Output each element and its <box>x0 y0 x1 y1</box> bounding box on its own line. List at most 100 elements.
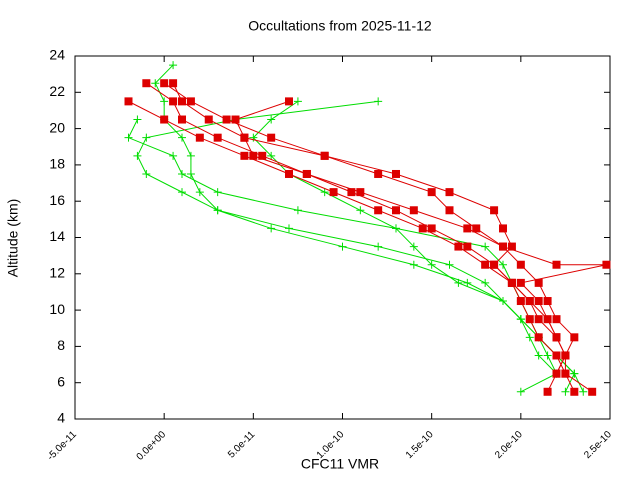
marker <box>293 206 302 215</box>
marker <box>178 97 186 106</box>
marker <box>347 188 356 197</box>
marker <box>552 351 561 360</box>
marker <box>499 224 507 233</box>
profile-line <box>172 83 593 393</box>
marker <box>293 97 302 106</box>
marker <box>133 115 142 124</box>
marker <box>124 133 133 142</box>
y-tick-label: 14 <box>49 228 65 244</box>
marker <box>151 79 160 88</box>
marker <box>178 133 186 142</box>
marker <box>561 369 570 378</box>
marker <box>543 387 552 396</box>
marker <box>249 151 258 160</box>
marker <box>463 278 472 287</box>
marker <box>427 188 436 197</box>
marker <box>267 133 276 142</box>
marker <box>534 351 543 360</box>
marker <box>499 260 507 269</box>
marker <box>602 260 611 269</box>
marker <box>302 169 311 178</box>
x-axis-label: CFC11 VMR <box>301 456 379 472</box>
marker <box>169 79 178 88</box>
marker <box>374 242 383 251</box>
marker <box>409 206 418 215</box>
marker <box>534 315 543 324</box>
marker <box>186 97 195 106</box>
marker <box>285 224 293 233</box>
marker <box>552 260 561 269</box>
marker <box>222 115 231 124</box>
marker <box>481 242 490 251</box>
marker <box>392 224 400 233</box>
marker <box>169 151 178 160</box>
marker <box>570 387 579 396</box>
marker <box>490 206 499 215</box>
marker <box>249 133 258 142</box>
marker <box>516 278 525 287</box>
marker <box>463 224 472 233</box>
marker <box>142 79 151 88</box>
marker <box>142 169 151 178</box>
marker <box>534 297 543 306</box>
marker <box>133 151 142 160</box>
y-tick-label: 18 <box>49 156 65 172</box>
marker <box>534 333 543 342</box>
marker <box>409 242 418 251</box>
marker <box>507 278 516 287</box>
marker <box>552 315 561 324</box>
marker <box>516 260 525 269</box>
marker <box>516 315 525 324</box>
marker <box>204 115 213 124</box>
marker <box>160 97 169 106</box>
y-tick-label: 6 <box>57 373 65 389</box>
marker <box>561 351 570 360</box>
marker <box>285 169 293 178</box>
marker <box>392 206 400 215</box>
marker <box>169 97 178 106</box>
marker <box>445 260 454 269</box>
marker <box>178 115 186 124</box>
marker <box>552 333 561 342</box>
marker <box>374 97 383 106</box>
marker <box>516 297 525 306</box>
marker <box>267 115 276 124</box>
marker <box>160 79 169 88</box>
marker <box>186 169 195 178</box>
x-tick-label: -5.0e-11 <box>45 429 79 463</box>
marker <box>427 260 436 269</box>
marker <box>418 224 427 233</box>
marker <box>178 188 186 197</box>
y-tick-label: 12 <box>49 265 65 281</box>
marker <box>169 61 178 70</box>
y-tick-label: 16 <box>49 192 65 208</box>
y-axis-label: Altitude (km) <box>5 199 21 278</box>
y-tick-label: 4 <box>57 410 65 426</box>
marker <box>481 278 490 287</box>
marker <box>213 188 222 197</box>
marker <box>320 188 329 197</box>
marker <box>454 278 463 287</box>
chart-title: Occultations from 2025-11-12 <box>248 18 432 34</box>
x-tick-label: 0.0e+00 <box>135 429 169 463</box>
marker <box>570 333 579 342</box>
marker <box>240 151 249 160</box>
marker <box>124 97 133 106</box>
marker <box>329 188 338 197</box>
marker <box>392 169 400 178</box>
marker <box>543 297 552 306</box>
marker <box>258 151 267 160</box>
marker <box>267 151 276 160</box>
marker <box>267 224 276 233</box>
marker <box>507 242 516 251</box>
marker <box>213 133 222 142</box>
marker <box>231 115 240 124</box>
marker <box>240 133 249 142</box>
marker <box>499 297 507 306</box>
y-tick-label: 8 <box>57 337 65 353</box>
x-tick-label: 2.0e-10 <box>493 429 525 461</box>
marker <box>570 369 579 378</box>
marker <box>525 297 534 306</box>
marker <box>213 206 222 215</box>
